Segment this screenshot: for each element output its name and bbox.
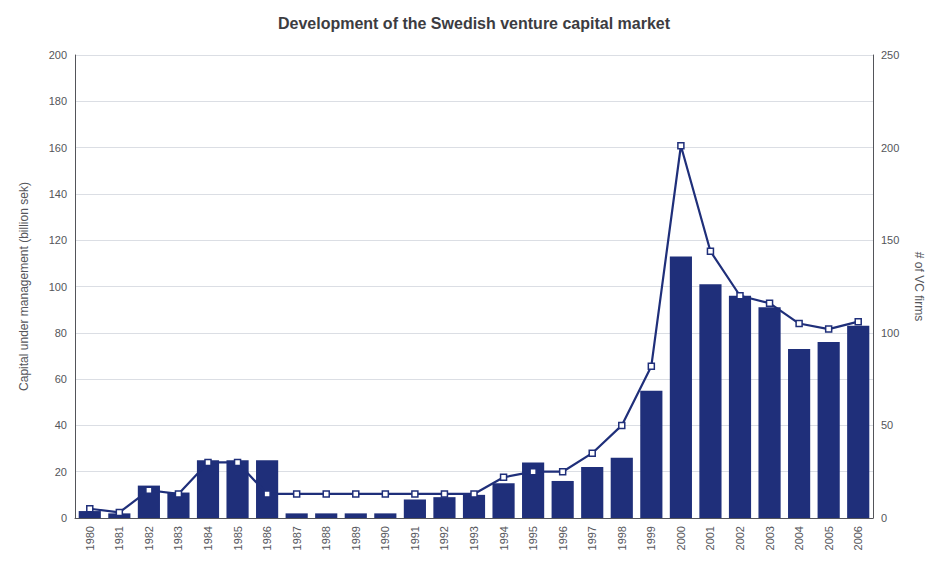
svg-text:200: 200 [881,142,899,154]
svg-text:# of VC firms: # of VC firms [912,252,926,321]
svg-text:1986: 1986 [261,526,273,550]
svg-text:1990: 1990 [379,526,391,550]
svg-text:1998: 1998 [616,526,628,550]
svg-text:2006: 2006 [852,526,864,550]
svg-text:1988: 1988 [320,526,332,550]
svg-text:1991: 1991 [409,526,421,550]
svg-text:150: 150 [881,234,899,246]
svg-text:1987: 1987 [291,526,303,550]
svg-text:Capital under management (bill: Capital under management (billion sek) [17,182,31,391]
svg-text:1985: 1985 [232,526,244,550]
svg-text:1993: 1993 [468,526,480,550]
svg-text:2003: 2003 [764,526,776,550]
svg-text:2000: 2000 [675,526,687,550]
svg-text:200: 200 [49,49,67,61]
svg-text:180: 180 [49,95,67,107]
svg-text:2001: 2001 [704,526,716,550]
svg-text:0: 0 [61,512,67,524]
svg-text:1983: 1983 [172,526,184,550]
svg-text:1989: 1989 [350,526,362,550]
svg-text:120: 120 [49,234,67,246]
svg-text:2004: 2004 [793,526,805,550]
svg-text:140: 140 [49,188,67,200]
svg-text:80: 80 [55,327,67,339]
svg-text:2002: 2002 [734,526,746,550]
svg-text:40: 40 [55,419,67,431]
svg-text:100: 100 [49,281,67,293]
svg-text:1996: 1996 [557,526,569,550]
svg-text:250: 250 [881,49,899,61]
svg-text:1994: 1994 [498,526,510,550]
svg-text:100: 100 [881,327,899,339]
svg-text:1997: 1997 [586,526,598,550]
svg-text:1999: 1999 [645,526,657,550]
svg-text:50: 50 [881,419,893,431]
svg-text:1995: 1995 [527,526,539,550]
svg-text:1980: 1980 [84,526,96,550]
svg-text:60: 60 [55,373,67,385]
svg-text:2005: 2005 [823,526,835,550]
svg-text:1982: 1982 [143,526,155,550]
svg-text:1981: 1981 [113,526,125,550]
svg-text:20: 20 [55,466,67,478]
svg-text:Development of the Swedish ven: Development of the Swedish venture capit… [278,15,671,32]
svg-text:160: 160 [49,142,67,154]
svg-text:1992: 1992 [438,526,450,550]
svg-text:1984: 1984 [202,526,214,550]
svg-text:0: 0 [881,512,887,524]
